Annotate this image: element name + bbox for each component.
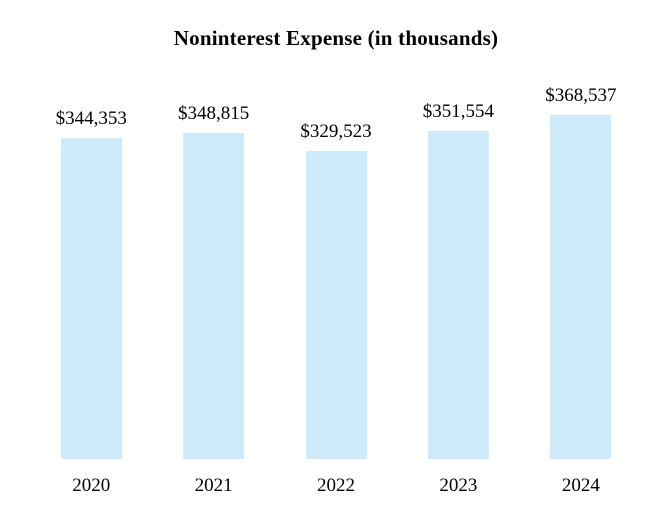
bar bbox=[305, 151, 367, 459]
x-axis: 2020 2021 2022 2023 2024 bbox=[30, 474, 642, 500]
bar bbox=[183, 133, 245, 459]
chart-title: Noninterest Expense (in thousands) bbox=[173, 26, 499, 50]
bar bbox=[550, 115, 612, 459]
bar-value-label: $368,537 bbox=[545, 85, 617, 106]
x-tick-label: 2021 bbox=[194, 475, 233, 496]
x-tick-label: 2023 bbox=[439, 475, 478, 496]
bar-column: $344,353 bbox=[30, 60, 152, 459]
x-tick-label: 2020 bbox=[72, 475, 111, 496]
bar bbox=[60, 138, 122, 459]
bar-column: $329,523 bbox=[275, 60, 397, 459]
bar-value-label: $344,353 bbox=[55, 108, 127, 129]
bar-column: $368,537 bbox=[520, 60, 642, 459]
x-tick-label: 2024 bbox=[561, 475, 600, 496]
bar-value-label: $329,523 bbox=[300, 121, 372, 142]
plot-area: $344,353 $348,815 $329,523 $351,554 $368,537 bbox=[30, 60, 642, 459]
bar-value-label: $348,815 bbox=[177, 103, 250, 124]
bar-column: $348,815 bbox=[152, 60, 274, 459]
x-tick-label: 2022 bbox=[317, 475, 356, 496]
bar bbox=[427, 131, 489, 459]
bar-value-label: $351,554 bbox=[422, 101, 495, 122]
bar-column: $351,554 bbox=[397, 60, 519, 459]
